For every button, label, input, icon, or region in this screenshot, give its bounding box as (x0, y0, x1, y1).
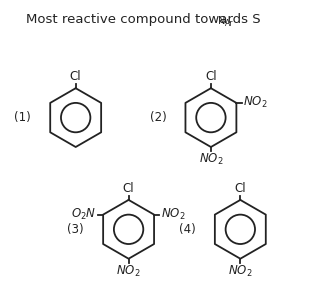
Text: Most reactive compound towards S: Most reactive compound towards S (26, 13, 260, 26)
Text: N: N (218, 16, 226, 26)
Text: $NO_2$: $NO_2$ (228, 264, 252, 279)
Text: (3): (3) (67, 223, 84, 236)
Text: (2): (2) (149, 111, 167, 124)
Text: Cl: Cl (234, 182, 246, 195)
Text: Cl: Cl (205, 70, 217, 83)
Text: $NO_2$: $NO_2$ (161, 207, 185, 222)
Text: Cl: Cl (70, 70, 82, 83)
Text: $NO_2$: $NO_2$ (243, 95, 267, 111)
Text: Cl: Cl (123, 182, 134, 195)
Text: $NO_2$: $NO_2$ (199, 152, 223, 167)
Text: (4): (4) (179, 223, 196, 236)
Text: Ar: Ar (225, 19, 234, 28)
Text: $NO_2$: $NO_2$ (116, 264, 141, 279)
Text: $O_2N$: $O_2N$ (71, 207, 97, 222)
Text: (1): (1) (15, 111, 31, 124)
